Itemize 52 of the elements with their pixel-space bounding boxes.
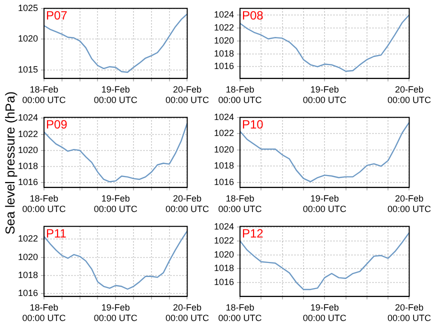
x-tick-label: 20-Feb 00:00 UTC (165, 302, 210, 324)
x-tick-label: 18-Feb 00:00 UTC (218, 193, 262, 214)
chart-title: P10 (242, 118, 264, 132)
x-tick-label: 18-Feb 00:00 UTC (218, 84, 262, 106)
y-tick-label: 1022 (18, 234, 38, 244)
x-tick-label: 20-Feb 00:00 UTC (387, 302, 432, 324)
x-tick-label: 18-Feb 00:00 UTC (22, 84, 66, 106)
x-tick-label: 18-Feb 00:00 UTC (22, 302, 66, 324)
y-tick-label: 1024 (214, 222, 234, 232)
y-tick-label: 1016 (18, 177, 38, 188)
x-tick-label: 19-Feb 00:00 UTC (94, 84, 138, 106)
x-tick-label: 19-Feb 00:00 UTC (302, 84, 347, 106)
y-tick-label: 1022 (214, 235, 234, 246)
x-tick-label: 20-Feb 00:00 UTC (387, 193, 432, 214)
y-tick-label: 1018 (214, 160, 234, 171)
y-tick-label: 1018 (214, 48, 234, 58)
x-tick-label: 20-Feb 00:00 UTC (387, 84, 432, 106)
y-tick-label: 1020 (18, 252, 38, 262)
x-tick-label: 19-Feb 00:00 UTC (94, 193, 138, 214)
y-tick-label: 1022 (214, 128, 234, 138)
y-tick-label: 1018 (214, 263, 234, 274)
chart-title: P09 (46, 118, 68, 132)
y-tick-label: 1022 (18, 128, 38, 139)
y-tick-label: 1024 (18, 112, 38, 123)
x-tick-label: 19-Feb 00:00 UTC (94, 302, 138, 324)
y-tick-label: 1020 (214, 249, 234, 260)
x-tick-label: 19-Feb 00:00 UTC (302, 193, 347, 214)
y-tick-label: 1022 (214, 22, 234, 32)
y-tick-label: 1020 (18, 34, 38, 44)
y-tick-label: 1016 (214, 61, 234, 72)
y-tick-label: 1024 (214, 112, 234, 122)
x-tick-label: 20-Feb 00:00 UTC (165, 193, 210, 214)
y-axis-title: Sea level pressure (hPa) (2, 91, 18, 235)
chart-title: P07 (46, 8, 68, 23)
x-tick-label: 20-Feb 00:00 UTC (165, 84, 210, 106)
y-tick-label: 1015 (18, 64, 38, 74)
x-tick-label: 18-Feb 00:00 UTC (218, 302, 262, 324)
y-tick-label: 1020 (214, 144, 234, 154)
y-tick-label: 1018 (18, 160, 38, 171)
x-tick-label: 18-Feb 00:00 UTC (22, 193, 66, 214)
y-tick-label: 1020 (18, 144, 38, 155)
y-tick-label: 1016 (214, 177, 234, 187)
y-tick-label: 1024 (214, 9, 234, 20)
y-tick-label: 1016 (214, 277, 234, 288)
y-tick-label: 1018 (18, 270, 38, 280)
chart-title: P12 (242, 226, 264, 241)
y-tick-label: 1020 (214, 35, 234, 46)
x-tick-label: 19-Feb 00:00 UTC (302, 302, 347, 324)
y-tick-label: 1025 (18, 2, 38, 13)
chart-title: P08 (242, 8, 264, 23)
chart-title: P11 (46, 226, 67, 241)
y-tick-label: 1016 (18, 288, 38, 298)
